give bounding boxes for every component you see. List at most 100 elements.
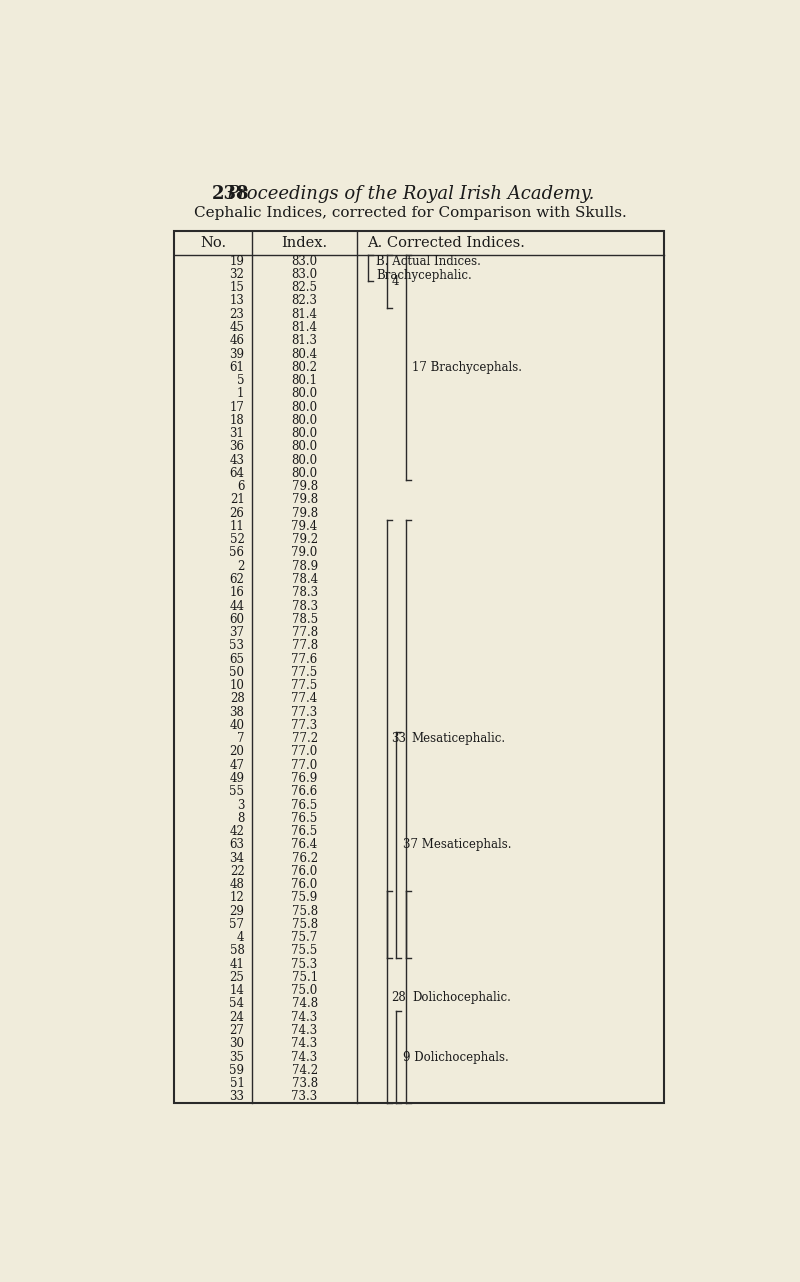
Text: 49: 49: [230, 772, 245, 785]
Text: 77.8: 77.8: [291, 640, 318, 653]
Text: 77.6: 77.6: [291, 653, 318, 665]
Text: 31: 31: [230, 427, 245, 440]
Text: 77.3: 77.3: [291, 719, 318, 732]
Text: 80.4: 80.4: [291, 347, 318, 360]
Text: No.: No.: [200, 236, 226, 250]
Text: 23: 23: [230, 308, 245, 320]
Text: 77.5: 77.5: [291, 665, 318, 679]
Text: 80.0: 80.0: [291, 414, 318, 427]
Text: 77.2: 77.2: [291, 732, 318, 745]
Text: 64: 64: [230, 467, 245, 479]
Text: 37 Mesaticephals.: 37 Mesaticephals.: [402, 838, 511, 851]
Text: 73.3: 73.3: [291, 1090, 318, 1104]
Text: 80.1: 80.1: [291, 374, 318, 387]
Text: 19: 19: [230, 255, 245, 268]
Text: 59: 59: [230, 1064, 245, 1077]
Text: 8: 8: [237, 812, 245, 824]
Text: 76.4: 76.4: [291, 838, 318, 851]
Text: 11: 11: [230, 520, 245, 533]
Text: 79.0: 79.0: [291, 546, 318, 559]
Text: 26: 26: [230, 506, 245, 519]
Text: 6: 6: [237, 481, 245, 494]
Text: 33: 33: [391, 732, 406, 745]
Text: 41: 41: [230, 958, 245, 970]
Text: 1: 1: [237, 387, 245, 400]
Text: 63: 63: [230, 838, 245, 851]
Text: 74.3: 74.3: [291, 1050, 318, 1064]
Text: B. Actual Indices.: B. Actual Indices.: [376, 255, 481, 268]
Text: 76.9: 76.9: [291, 772, 318, 785]
Text: 52: 52: [230, 533, 245, 546]
Text: 47: 47: [230, 759, 245, 772]
Text: 44: 44: [230, 600, 245, 613]
Text: A. Corrected Indices.: A. Corrected Indices.: [366, 236, 525, 250]
Text: 21: 21: [230, 494, 245, 506]
Text: 73.8: 73.8: [291, 1077, 318, 1090]
Text: 80.0: 80.0: [291, 440, 318, 454]
Text: 74.2: 74.2: [291, 1064, 318, 1077]
Text: 78.3: 78.3: [291, 586, 318, 599]
Text: 77.0: 77.0: [291, 759, 318, 772]
Text: 79.8: 79.8: [291, 494, 318, 506]
Text: 30: 30: [230, 1037, 245, 1050]
Text: 76.0: 76.0: [291, 865, 318, 878]
Text: 25: 25: [230, 970, 245, 985]
Text: 80.0: 80.0: [291, 427, 318, 440]
Text: 80.0: 80.0: [291, 467, 318, 479]
Text: Proceedings of the Royal Irish Academy.: Proceedings of the Royal Irish Academy.: [226, 186, 594, 204]
Text: 7: 7: [237, 732, 245, 745]
Text: 76.5: 76.5: [291, 799, 318, 812]
Text: 82.5: 82.5: [291, 281, 318, 294]
Text: 3: 3: [237, 799, 245, 812]
Text: 75.7: 75.7: [291, 931, 318, 944]
Text: 13: 13: [230, 295, 245, 308]
Text: 75.3: 75.3: [291, 958, 318, 970]
Text: 4: 4: [237, 931, 245, 944]
Text: 77.0: 77.0: [291, 745, 318, 759]
Text: 24: 24: [230, 1010, 245, 1024]
Text: Dolichocephalic.: Dolichocephalic.: [412, 991, 510, 1004]
Text: 60: 60: [230, 613, 245, 626]
Text: 75.8: 75.8: [291, 905, 318, 918]
Text: 16: 16: [230, 586, 245, 599]
Text: 83.0: 83.0: [291, 255, 318, 268]
Text: 77.8: 77.8: [291, 626, 318, 638]
Text: 38: 38: [230, 705, 245, 719]
Text: Mesaticephalic.: Mesaticephalic.: [412, 732, 506, 745]
Text: 36: 36: [230, 440, 245, 454]
Text: Brachycephalic.: Brachycephalic.: [376, 269, 472, 282]
Text: 45: 45: [230, 320, 245, 335]
Text: 18: 18: [230, 414, 245, 427]
Text: 74.3: 74.3: [291, 1037, 318, 1050]
Text: 39: 39: [230, 347, 245, 360]
Text: 75.5: 75.5: [291, 945, 318, 958]
Text: 9 Dolichocephals.: 9 Dolichocephals.: [402, 1050, 508, 1064]
Text: 81.4: 81.4: [291, 308, 318, 320]
Text: 2: 2: [237, 560, 245, 573]
Text: 76.6: 76.6: [291, 786, 318, 799]
Text: Cephalic Indices, corrected for Comparison with Skulls.: Cephalic Indices, corrected for Comparis…: [194, 206, 626, 221]
Text: 17 Brachycephals.: 17 Brachycephals.: [412, 360, 522, 374]
Text: 33: 33: [230, 1090, 245, 1104]
Text: 62: 62: [230, 573, 245, 586]
Text: 57: 57: [230, 918, 245, 931]
Text: 40: 40: [230, 719, 245, 732]
Text: 55: 55: [230, 786, 245, 799]
Text: 238: 238: [211, 186, 249, 204]
Text: 14: 14: [230, 985, 245, 997]
Text: 12: 12: [230, 891, 245, 904]
Text: 74.3: 74.3: [291, 1024, 318, 1037]
Text: 76.0: 76.0: [291, 878, 318, 891]
Text: 78.9: 78.9: [291, 560, 318, 573]
Text: 82.3: 82.3: [291, 295, 318, 308]
Text: 77.3: 77.3: [291, 705, 318, 719]
Text: 20: 20: [230, 745, 245, 759]
Text: 32: 32: [230, 268, 245, 281]
Text: 51: 51: [230, 1077, 245, 1090]
Text: 43: 43: [230, 454, 245, 467]
Text: 17: 17: [230, 400, 245, 414]
Text: 74.3: 74.3: [291, 1010, 318, 1024]
Text: 75.9: 75.9: [291, 891, 318, 904]
Text: 22: 22: [230, 865, 245, 878]
Text: 75.8: 75.8: [291, 918, 318, 931]
